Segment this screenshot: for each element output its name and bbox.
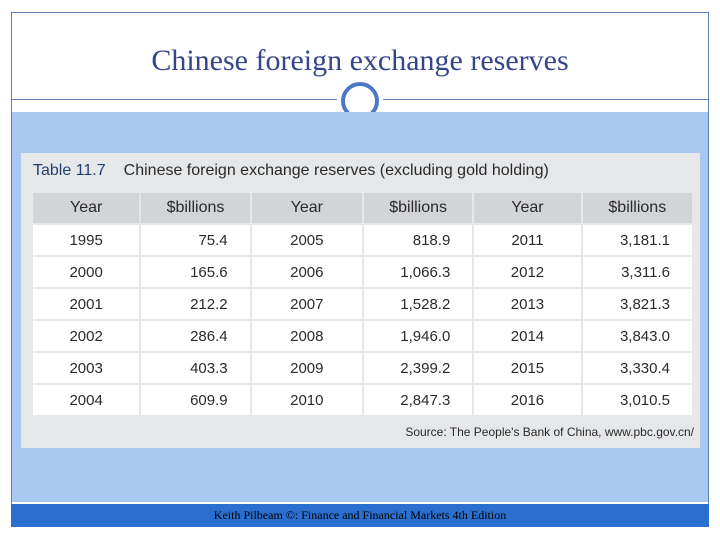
- table-row: 2003 403.3 2009 2,399.2 2015 3,330.4: [33, 353, 692, 383]
- column-header: Year: [474, 193, 581, 223]
- table-cell: 3,330.4: [582, 353, 692, 383]
- table-cell: 2004: [33, 385, 140, 415]
- table-header-row: Year $billions Year $billions Year $bill…: [33, 193, 692, 223]
- table-cell: 609.9: [141, 385, 250, 415]
- table-cell: 2003: [33, 353, 140, 383]
- table-cell: 286.4: [141, 321, 250, 351]
- column-header: Year: [251, 193, 362, 223]
- table-cell: 3,311.6: [582, 257, 692, 287]
- table-cell: 3,010.5: [582, 385, 692, 415]
- column-header: $billions: [363, 193, 473, 223]
- column-header: $billions: [582, 193, 692, 223]
- table-cell: 2002: [33, 321, 140, 351]
- column-header: Year: [33, 193, 140, 223]
- table-cell: 212.2: [141, 289, 250, 319]
- table-cell: 1995: [33, 225, 140, 255]
- table-cell: 2008: [251, 321, 362, 351]
- table-row: 2002 286.4 2008 1,946.0 2014 3,843.0: [33, 321, 692, 351]
- table-cell: 2012: [474, 257, 581, 287]
- table-cell: 1,946.0: [363, 321, 473, 351]
- table-cell: 2013: [474, 289, 581, 319]
- table-source: Source: The People's Bank of China, www.…: [405, 425, 694, 439]
- table-cell: 3,843.0: [582, 321, 692, 351]
- table-cell: 2,847.3: [363, 385, 473, 415]
- table-cell: 1,528.2: [363, 289, 473, 319]
- table-cell: 165.6: [141, 257, 250, 287]
- table-cell: 2000: [33, 257, 140, 287]
- table-cell: 2014: [474, 321, 581, 351]
- table-cell: 3,181.1: [582, 225, 692, 255]
- table-cell: 1,066.3: [363, 257, 473, 287]
- table-cell: 2015: [474, 353, 581, 383]
- table-cell: 2006: [251, 257, 362, 287]
- table-cell: 403.3: [141, 353, 250, 383]
- table-caption-text: Chinese foreign exchange reserves (exclu…: [123, 162, 549, 179]
- slide-title: Chinese foreign exchange reserves: [151, 44, 569, 77]
- footer-bar: Keith Pilbeam ©: Finance and Financial M…: [11, 504, 709, 527]
- table-cell: 2016: [474, 385, 581, 415]
- footer-text: Keith Pilbeam ©: Finance and Financial M…: [213, 508, 507, 522]
- column-header: $billions: [141, 193, 250, 223]
- table-cell: 2,399.2: [363, 353, 473, 383]
- table-cell: 75.4: [141, 225, 250, 255]
- table-cell: 818.9: [363, 225, 473, 255]
- table-card: Table 11.7 Chinese foreign exchange reser…: [21, 153, 700, 448]
- table-cell: 2001: [33, 289, 140, 319]
- table-row: 2000 165.6 2006 1,066.3 2012 3,311.6: [33, 257, 692, 287]
- table-cell: 2005: [251, 225, 362, 255]
- table-number: Table 11.7: [33, 162, 106, 179]
- reserves-table: Year $billions Year $billions Year $bill…: [31, 191, 694, 417]
- table-cell: 3,821.3: [582, 289, 692, 319]
- table-caption: Table 11.7 Chinese foreign exchange reser…: [33, 162, 549, 180]
- table-row: 1995 75.4 2005 818.9 2011 3,181.1: [33, 225, 692, 255]
- table-row: 2001 212.2 2007 1,528.2 2013 3,821.3: [33, 289, 692, 319]
- table-cell: 2010: [251, 385, 362, 415]
- table-cell: 2009: [251, 353, 362, 383]
- table-row: 2004 609.9 2010 2,847.3 2016 3,010.5: [33, 385, 692, 415]
- table-cell: 2011: [474, 225, 581, 255]
- table-cell: 2007: [251, 289, 362, 319]
